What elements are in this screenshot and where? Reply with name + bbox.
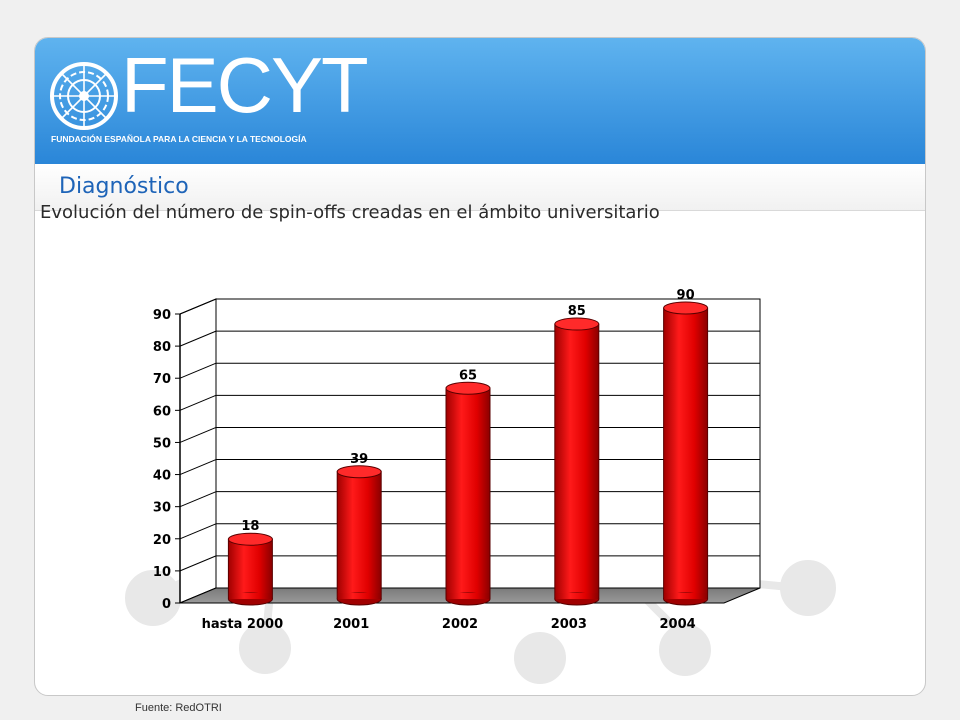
gridline-diagonal bbox=[179, 523, 217, 540]
compass-emblem-icon bbox=[50, 62, 118, 130]
y-tick-label: 50 bbox=[153, 436, 171, 451]
bar-body bbox=[554, 323, 600, 600]
y-tick-label: 0 bbox=[162, 597, 171, 612]
bar-base-mask bbox=[337, 593, 381, 599]
bar-top bbox=[445, 381, 491, 395]
bar-body bbox=[663, 307, 709, 600]
bar-body bbox=[227, 538, 273, 600]
gridline-diagonal bbox=[179, 459, 217, 476]
gridline-diagonal bbox=[179, 426, 217, 443]
y-tick-label: 80 bbox=[153, 340, 171, 355]
section-title: Diagnóstico bbox=[59, 174, 189, 199]
bar-base-mask bbox=[664, 593, 708, 599]
data-label: 85 bbox=[568, 304, 586, 319]
gridline-diagonal bbox=[179, 555, 217, 572]
logo-tagline: FUNDACIÓN ESPAÑOLA PARA LA CIENCIA Y LA … bbox=[51, 134, 307, 144]
bar-body bbox=[445, 387, 491, 600]
y-tick-label: 70 bbox=[153, 372, 171, 387]
data-label: 18 bbox=[241, 519, 259, 534]
gridline-diagonal bbox=[179, 491, 217, 508]
y-tick-label: 30 bbox=[153, 501, 171, 516]
header-band: FECYT FUNDACIÓN ESPAÑOLA PARA LA CIENCIA… bbox=[35, 38, 925, 165]
data-label: 90 bbox=[677, 288, 695, 303]
x-tick-label: hasta 2000 bbox=[202, 617, 283, 632]
y-tick-label: 10 bbox=[153, 565, 171, 580]
x-tick-label: 2002 bbox=[442, 617, 478, 632]
gridline-diagonal bbox=[179, 394, 217, 411]
x-tick-label: 2003 bbox=[551, 617, 587, 632]
gridline-diagonal bbox=[179, 362, 217, 379]
y-tick-label: 60 bbox=[153, 404, 171, 419]
bar-top bbox=[554, 317, 600, 331]
source-note: Fuente: RedOTRI bbox=[135, 702, 222, 714]
bar-base-mask bbox=[446, 593, 490, 599]
y-tick-label: 40 bbox=[153, 469, 171, 484]
y-tick-label: 20 bbox=[153, 533, 171, 548]
chart-side-wall bbox=[179, 298, 217, 604]
bar-base-mask bbox=[228, 593, 272, 599]
data-label: 65 bbox=[459, 368, 477, 383]
bar-top bbox=[663, 301, 709, 315]
y-tick-label: 90 bbox=[153, 308, 171, 323]
bar-top bbox=[336, 465, 382, 479]
gridline-diagonal bbox=[179, 298, 217, 315]
logo-wordmark: FECYT bbox=[121, 41, 369, 129]
gridline-diagonal bbox=[179, 330, 217, 347]
bar-body bbox=[336, 471, 382, 600]
x-tick-label: 2004 bbox=[660, 617, 696, 632]
bar-top bbox=[227, 532, 273, 546]
section-bar: Diagnóstico bbox=[35, 164, 925, 211]
x-tick-label: 2001 bbox=[333, 617, 369, 632]
data-label: 39 bbox=[350, 452, 368, 467]
bar-base-mask bbox=[555, 593, 599, 599]
chart-title: Evolución del número de spin-offs creada… bbox=[40, 202, 660, 223]
